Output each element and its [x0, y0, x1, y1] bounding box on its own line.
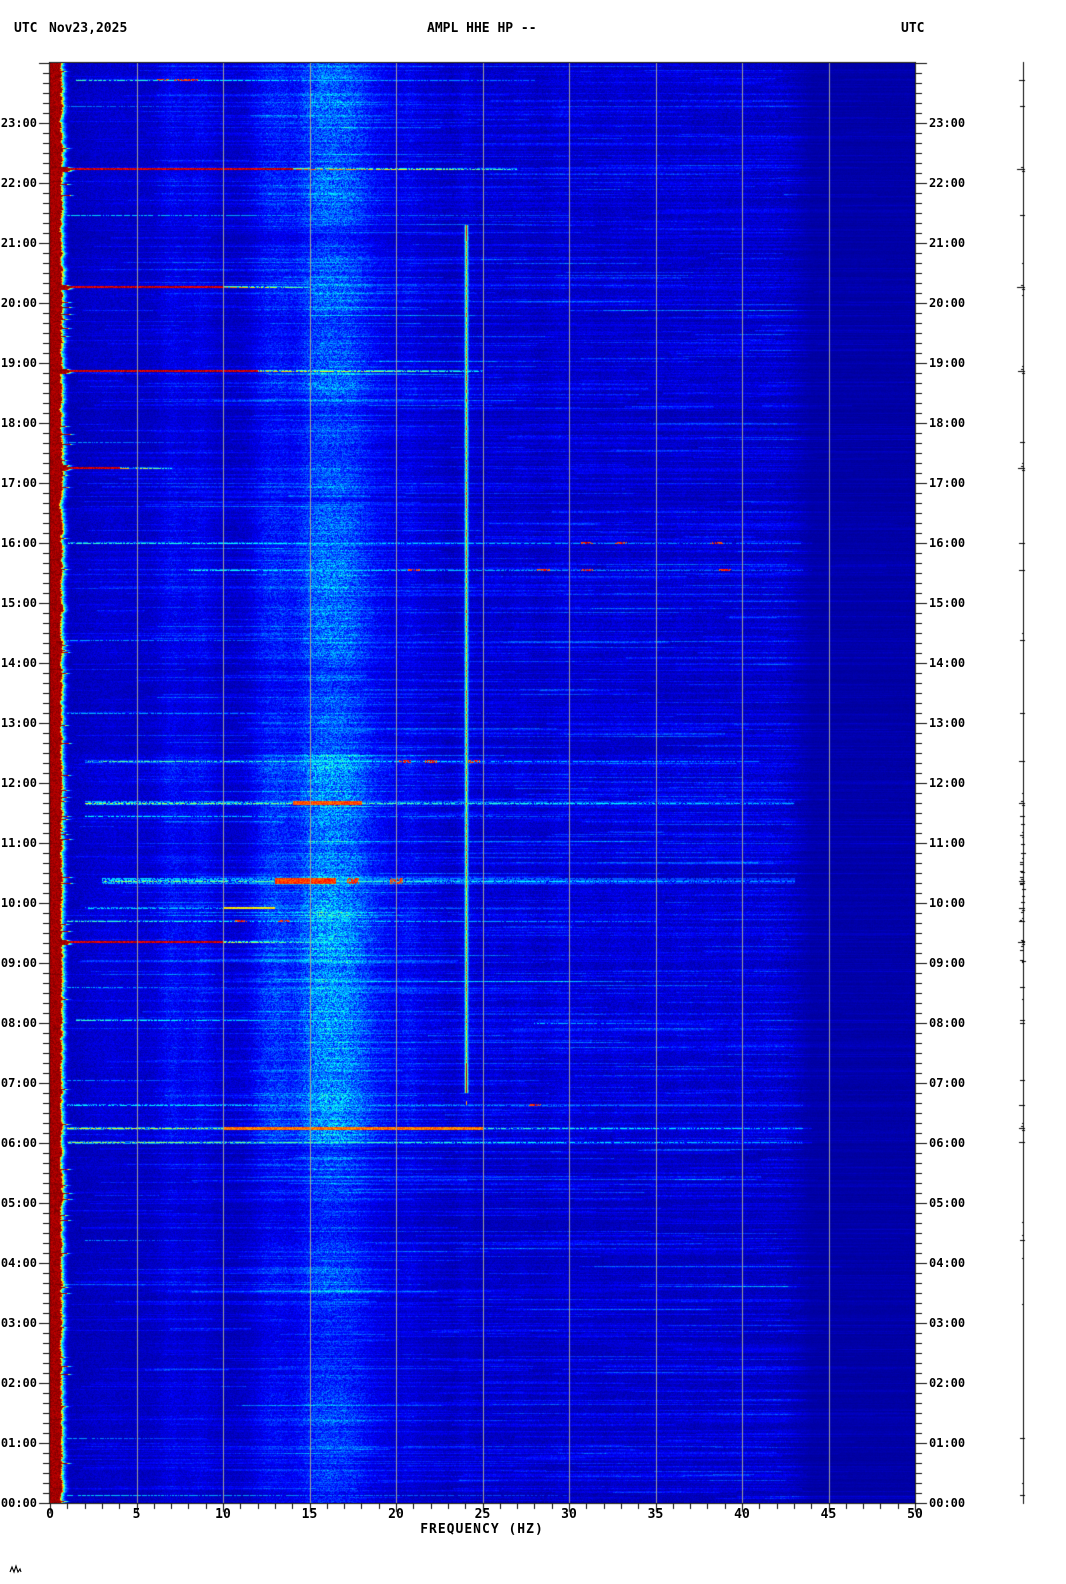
freq-tick-label: 0	[46, 1507, 54, 1522]
freq-tick-label: 10	[215, 1507, 231, 1522]
corner-mark-icon	[9, 1564, 22, 1574]
time-label-left: 04:00	[0, 1256, 37, 1270]
time-label-left: 22:00	[0, 176, 37, 190]
time-label-right: 06:00	[929, 1136, 966, 1150]
time-label-right: 17:00	[929, 476, 966, 490]
freq-tick-label: 35	[647, 1507, 664, 1522]
time-label-left: 06:00	[0, 1136, 37, 1150]
time-label-left: 12:00	[0, 776, 37, 790]
time-label-right: 14:00	[929, 656, 966, 670]
time-label-right: 16:00	[929, 536, 966, 550]
freq-tick-label: 20	[388, 1507, 404, 1522]
time-label-right: 07:00	[929, 1076, 966, 1090]
time-label-right: 09:00	[929, 956, 966, 970]
time-label-left: 15:00	[0, 596, 37, 610]
time-label-right: 23:00	[929, 116, 966, 130]
time-label-left: 13:00	[0, 716, 37, 730]
freq-tick-label: 30	[561, 1507, 577, 1522]
time-label-left: 20:00	[0, 296, 37, 310]
freq-tick-label: 25	[474, 1507, 491, 1522]
time-label-left: 10:00	[0, 896, 37, 910]
time-label-right: 05:00	[929, 1196, 966, 1210]
time-label-right: 08:00	[929, 1016, 966, 1030]
time-label-right: 21:00	[929, 236, 966, 250]
time-label-right: 02:00	[929, 1376, 966, 1390]
time-label-left: 05:00	[0, 1196, 37, 1210]
time-label-left: 09:00	[0, 956, 37, 970]
time-label-right: 20:00	[929, 296, 966, 310]
time-label-left: 16:00	[0, 536, 37, 550]
time-label-left: 11:00	[0, 836, 37, 850]
time-label-right: 00:00	[929, 1496, 966, 1510]
time-label-left: 08:00	[0, 1016, 37, 1030]
time-label-right: 10:00	[929, 896, 966, 910]
freq-tick-label: 5	[132, 1507, 141, 1522]
time-label-left: 02:00	[0, 1376, 37, 1390]
time-label-right: 13:00	[929, 716, 966, 730]
time-label-left: 01:00	[0, 1436, 37, 1450]
freq-tick-label: 15	[301, 1507, 318, 1522]
time-label-right: 11:00	[929, 836, 966, 850]
time-label-right: 12:00	[929, 776, 966, 790]
time-label-right: 03:00	[929, 1316, 966, 1330]
x-axis-title: FREQUENCY (HZ)	[420, 1522, 544, 1537]
time-label-left: 07:00	[0, 1076, 37, 1090]
time-label-left: 03:00	[0, 1316, 37, 1330]
time-label-left: 14:00	[0, 656, 37, 670]
freq-tick-label: 40	[734, 1507, 750, 1522]
time-label-right: 22:00	[929, 176, 966, 190]
time-label-left: 18:00	[0, 416, 37, 430]
time-label-right: 15:00	[929, 596, 966, 610]
time-label-right: 19:00	[929, 356, 966, 370]
time-label-left: 00:00	[0, 1496, 37, 1510]
time-label-right: 04:00	[929, 1256, 966, 1270]
time-label-right: 01:00	[929, 1436, 966, 1450]
time-label-left: 21:00	[0, 236, 37, 250]
time-label-right: 18:00	[929, 416, 966, 430]
time-label-left: 23:00	[0, 116, 37, 130]
freq-tick-label: 45	[820, 1507, 837, 1522]
freq-tick-label: 50	[907, 1507, 923, 1522]
time-label-left: 17:00	[0, 476, 37, 490]
time-label-left: 19:00	[0, 356, 37, 370]
